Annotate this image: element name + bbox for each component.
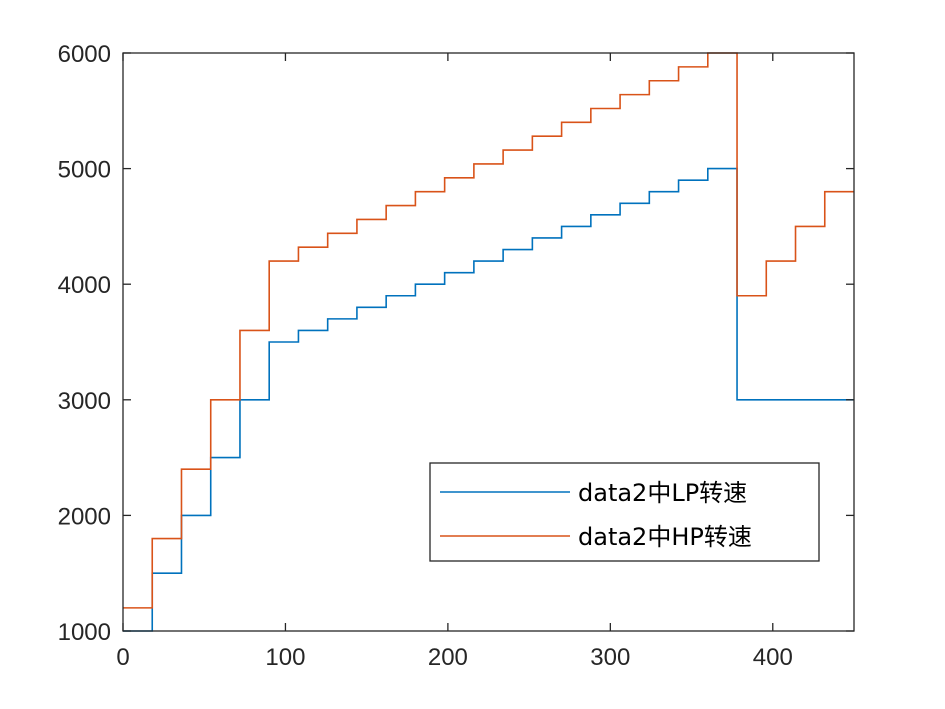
legend: data2中LP转速 data2中HP转速 bbox=[429, 462, 820, 562]
legend-box bbox=[429, 462, 820, 562]
y-tick-label: 3000 bbox=[58, 388, 111, 415]
y-tick-label: 1000 bbox=[58, 619, 111, 646]
tick-layer: 0 100 200 300 400 1000 2000 3000 4000 5000 6000 bbox=[58, 41, 854, 671]
x-tick-label: 400 bbox=[753, 644, 793, 671]
y-tick-label: 5000 bbox=[58, 157, 111, 184]
x-tick-label: 0 bbox=[116, 644, 129, 671]
x-tick-label: 300 bbox=[590, 644, 630, 671]
legend-label-2: data2中HP转速 bbox=[578, 523, 752, 551]
axes-box bbox=[122, 52, 855, 632]
legend-label-1: data2中LP转速 bbox=[578, 479, 747, 507]
y-tick-label: 4000 bbox=[58, 272, 111, 299]
x-tick-label: 200 bbox=[428, 644, 468, 671]
x-tick-label: 100 bbox=[265, 644, 305, 671]
series-line-1 bbox=[123, 167, 854, 632]
y-tick-label: 6000 bbox=[58, 41, 111, 68]
y-tick-label: 2000 bbox=[58, 503, 111, 530]
